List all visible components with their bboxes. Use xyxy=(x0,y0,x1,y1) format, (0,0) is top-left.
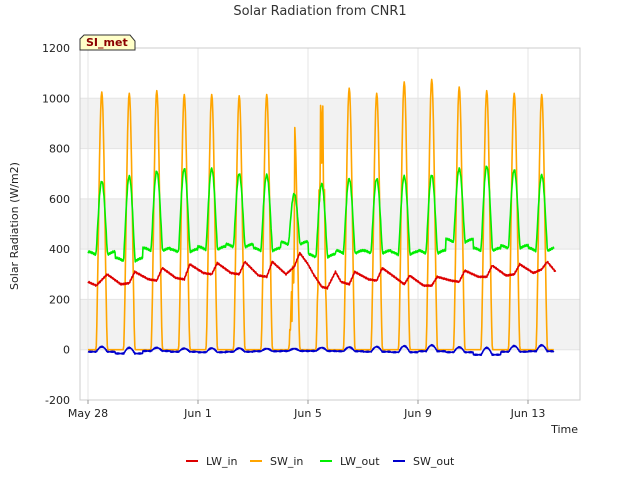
chart-legend: LW_in SW_in LW_out SW_out xyxy=(186,455,455,468)
y-tick-label: 1200 xyxy=(42,42,70,55)
background-band xyxy=(80,198,580,250)
series-line-lw-out xyxy=(87,165,555,263)
background-band xyxy=(80,349,580,400)
x-axis-label: Time xyxy=(550,423,578,436)
y-tick-label: 1000 xyxy=(42,92,70,105)
y-tick-label: 600 xyxy=(49,193,70,206)
y-axis-label: Solar Radiation (W/m2) xyxy=(8,162,21,290)
y-tick-label: 800 xyxy=(49,143,70,156)
y-tick-label: 0 xyxy=(63,344,70,357)
series-line-lw-in xyxy=(87,251,557,290)
x-tick-label: May 28 xyxy=(68,407,108,420)
badge-label: SI_met xyxy=(86,36,128,49)
y-axis-ticks: -200 0 200 400 600 800 1000 1200 xyxy=(42,42,70,407)
x-axis-ticks: May 28 Jun 1 Jun 5 Jun 9 Jun 13 xyxy=(68,400,545,420)
background-band xyxy=(80,148,580,199)
chart-title: Solar Radiation from CNR1 xyxy=(233,4,406,19)
series-line-sw-in xyxy=(87,78,555,351)
legend-label: SW_in xyxy=(270,455,303,468)
plot-area-frame xyxy=(79,47,581,401)
legend-label: LW_in xyxy=(206,455,238,468)
badge-shape xyxy=(79,34,136,51)
legend-label: LW_out xyxy=(340,455,380,468)
legend-label: SW_out xyxy=(413,455,455,468)
x-tick-label: Jun 5 xyxy=(293,407,322,420)
station-badge: SI_met xyxy=(79,34,136,51)
x-tick-label: Jun 1 xyxy=(183,407,212,420)
y-tick-label: -200 xyxy=(45,394,70,407)
x-tick-label: Jun 13 xyxy=(510,407,546,420)
background-bands xyxy=(80,48,580,400)
background-band xyxy=(80,98,580,149)
background-band xyxy=(80,48,580,99)
series-line-sw-out xyxy=(87,343,555,356)
series-layer xyxy=(87,78,557,356)
x-tick-label: Jun 9 xyxy=(403,407,432,420)
y-tick-label: 200 xyxy=(49,293,70,306)
y-tick-label: 400 xyxy=(49,243,70,256)
background-band xyxy=(80,299,580,350)
